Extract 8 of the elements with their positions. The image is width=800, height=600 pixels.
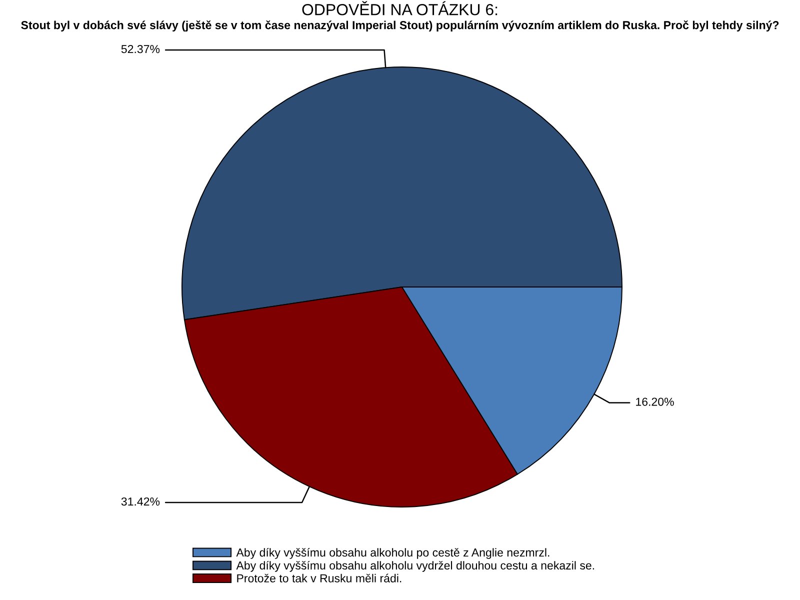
chart-title: ODPOVĚDI NA OTÁZKU 6: bbox=[302, 1, 498, 16]
chart-subtitle: Stout byl v dobách své slávy (ještě se v tom čase nenazýval Imperial Stout) populárním vývozním artiklem do Ruska. Proč byl tehdy silný? bbox=[21, 20, 779, 32]
legend-label: Aby díky vyššímu obsahu alkoholu po cestě z Anglie nezmrzl. bbox=[236, 548, 550, 559]
data-label: 16.20% bbox=[636, 398, 674, 406]
legend-label: Protože to tak v Rusku měli rádi. bbox=[237, 574, 402, 582]
legend-label: Aby díky vyššímu obsahu alkoholu vydržel dlouhou cestu a nekazil se. bbox=[236, 560, 594, 572]
data-label: 52.37% bbox=[121, 44, 160, 54]
data-label: 31.42% bbox=[121, 497, 160, 506]
